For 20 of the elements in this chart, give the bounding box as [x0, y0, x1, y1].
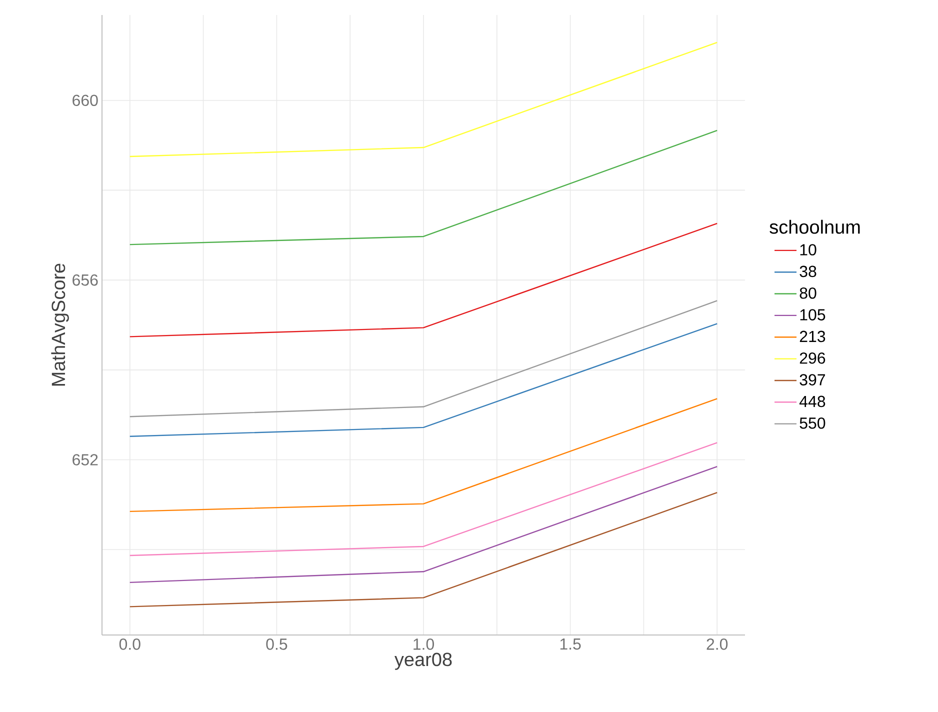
- legend-label: 80: [800, 287, 816, 299]
- legend-label: 448: [799, 396, 826, 408]
- y-axis-title: MathAvgScore: [51, 264, 69, 386]
- x-tick-label: 1.0: [414, 638, 434, 650]
- legend-title: schoolnum: [770, 220, 860, 234]
- legend-label: 105: [800, 309, 826, 320]
- y-tick-label: 660: [72, 94, 98, 106]
- x-tick-label: 1.5: [560, 638, 581, 650]
- y-tick-label: 652: [72, 454, 98, 466]
- x-tick-label: 0.5: [266, 638, 288, 650]
- legend-label: 550: [800, 417, 826, 429]
- x-tick-label: 2.0: [706, 638, 728, 650]
- legend-label: 296: [800, 352, 826, 364]
- legend-label: 38: [800, 266, 816, 278]
- legend-label: 397: [800, 374, 825, 386]
- x-axis-title: year08: [394, 652, 452, 670]
- legend-label: 10: [800, 244, 816, 256]
- x-tick-label: 0.0: [119, 638, 140, 650]
- y-tick-label: 656: [72, 274, 98, 286]
- legend-label: 213: [800, 330, 826, 342]
